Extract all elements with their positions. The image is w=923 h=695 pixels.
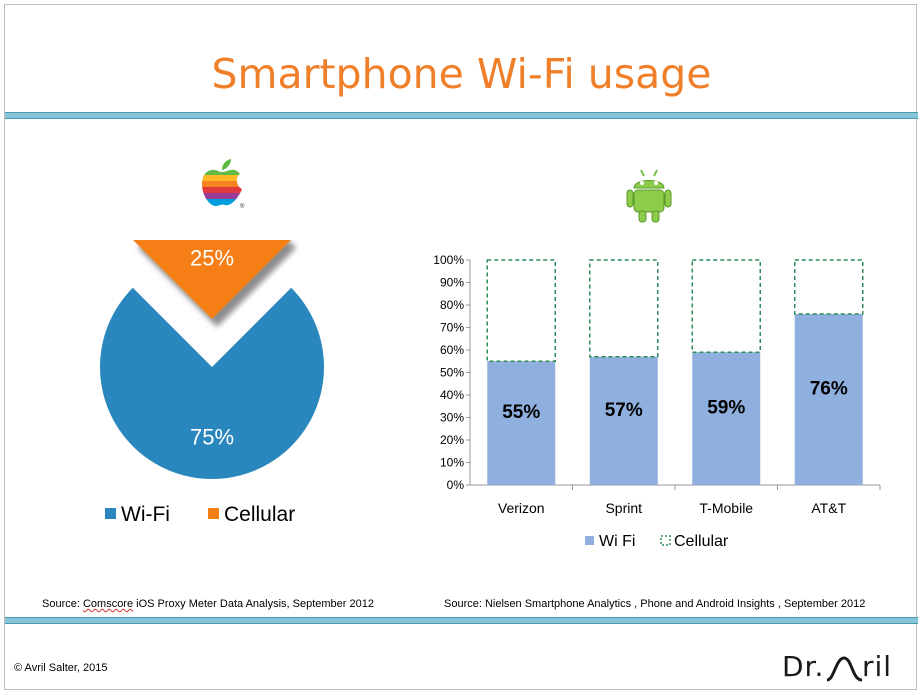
slide-frame [4, 4, 917, 690]
bar-y-tick-label: 30% [440, 411, 464, 425]
bar-cellular-3 [794, 259, 864, 315]
bar-value-label-2: 59% [707, 398, 745, 419]
pie-slice-wi-fi [100, 287, 325, 479]
dr-avril-logo: Dr. ril [782, 650, 912, 690]
pie-slice-cellular [132, 240, 292, 319]
bar-y-tick-label: 10% [440, 456, 464, 470]
pie-label-cellular: 25% [190, 245, 234, 270]
bar-y-tick-label: 50% [440, 366, 464, 380]
bar-wifi-0 [487, 361, 556, 485]
slide-title: Smartphone Wi-Fi usage [211, 50, 712, 98]
android-icon [626, 169, 672, 223]
bar-wifi-1 [589, 356, 658, 485]
bar-y-tick-label: 20% [440, 433, 464, 447]
bar-wifi-2 [692, 352, 761, 485]
bar-y-tick-label: 90% [440, 276, 464, 290]
bar-value-label-3: 76% [810, 379, 848, 400]
bar-cellular-1 [589, 259, 659, 358]
bar-y-tick-label: 60% [440, 343, 464, 357]
bar-value-label-1: 57% [605, 400, 643, 421]
bar-value-label-0: 55% [502, 402, 540, 423]
bar-legend-swatch-wifi [585, 536, 594, 545]
bar-cellular-2 [691, 259, 761, 353]
bar-chart: 0% 10% 20% 30% 40% 50% 60% 70% 80% 90% 100% 55% 57%… [433, 253, 881, 550]
pie-legend-swatch-0 [105, 508, 116, 519]
logo-text-right: ril [862, 650, 893, 683]
bottom-divider-band [5, 617, 918, 624]
bar-wifi-3 [794, 314, 863, 485]
copyright-text: © Avril Salter, 2015 [14, 662, 108, 674]
bar-category-label-3: AT&T [811, 500, 846, 516]
bar-cellular-0 [486, 259, 556, 362]
pie-label-wi-fi: 75% [190, 424, 234, 449]
bar-category-label-0: Verizon [498, 500, 545, 516]
bar-legend-label-wifi: Wi Fi [599, 533, 635, 550]
bar-legend-label-cellular: Cellular [674, 533, 729, 550]
pie-legend-label-0: Wi-Fi [121, 503, 170, 526]
source-left-brand: Comscore [82, 598, 134, 610]
apple-icon: ® [202, 159, 245, 210]
bar-y-tick-label: 40% [440, 388, 464, 402]
pie-chart: 75% 25% Wi-Fi Cellular [100, 240, 325, 526]
bar-y-tick-label: 0% [447, 478, 465, 492]
bar-y-tick-label: 70% [440, 321, 464, 335]
svg-text:®: ® [240, 203, 245, 210]
top-divider-band [5, 112, 918, 119]
pie-legend-swatch-1 [208, 508, 219, 519]
logo-text-left: Dr. [782, 650, 825, 683]
bar-category-label-1: Sprint [605, 500, 642, 516]
bar-category-label-2: T-Mobile [699, 500, 753, 516]
source-right: Source: Nielsen Smartphone Analytics , P… [444, 598, 866, 610]
bar-legend-swatch-cellular [660, 535, 671, 546]
pie-legend-label-1: Cellular [224, 503, 295, 526]
source-left-prefix: Source: [42, 598, 83, 610]
bar-y-tick-label: 80% [440, 298, 464, 312]
source-left: Source: Comscore iOS Proxy Meter Data An… [42, 598, 374, 610]
source-left-rest: iOS Proxy Meter Data Analysis, September… [133, 598, 374, 610]
bar-y-tick-label: 100% [433, 253, 464, 267]
logo-wave-icon [826, 656, 863, 682]
